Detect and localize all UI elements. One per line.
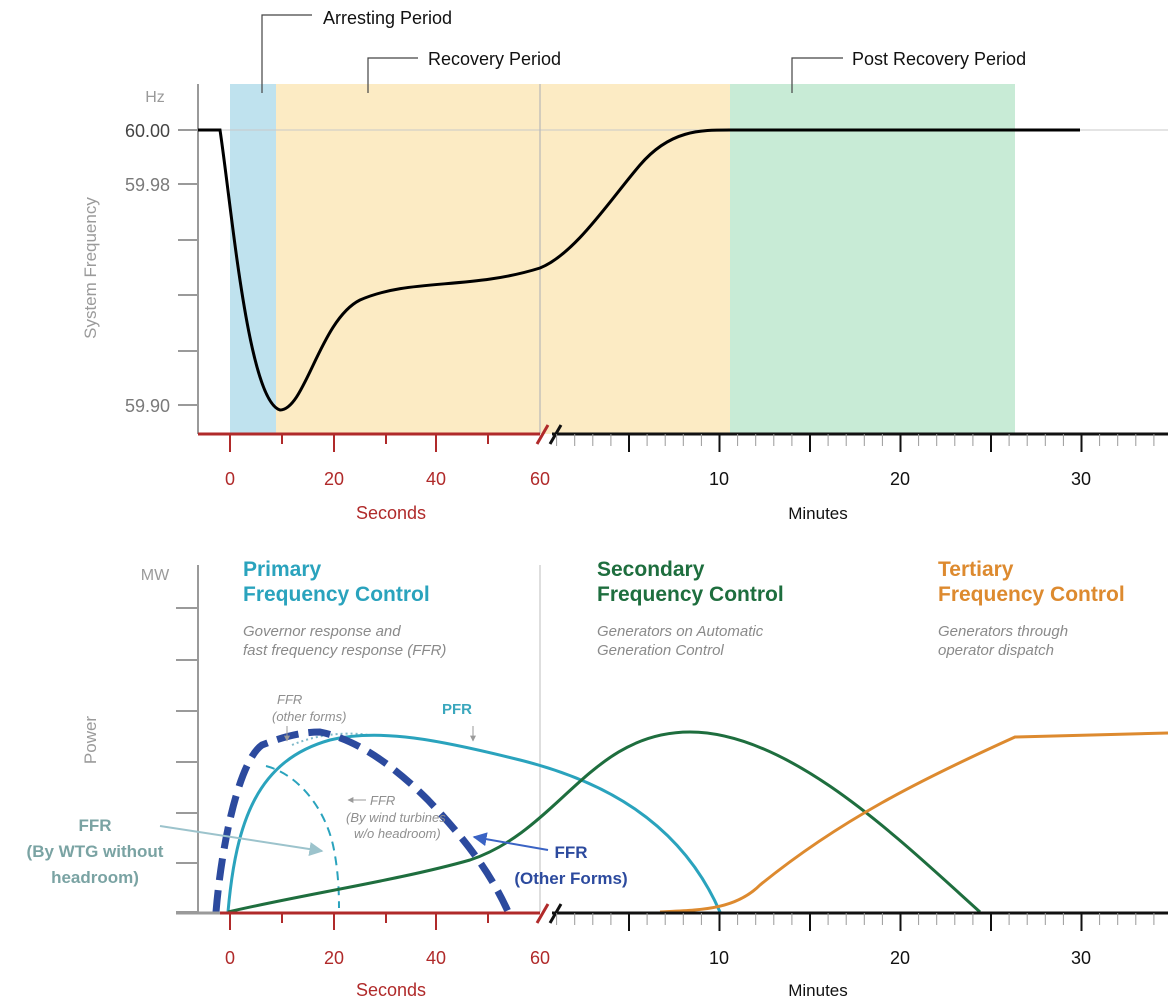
secondary-desc-1: Generators on Automatic [597,623,764,640]
note-ffr-wind-3: w/o headroom) [354,826,441,841]
ann-other-2: (Other Forms) [514,869,627,888]
y-tick-label-59-98: 59.98 [125,175,170,195]
bottom-minute-ticks [556,913,1155,931]
post-recovery-period-band [730,84,1015,434]
bottom-axis-break [535,903,563,924]
top-chart: Hz 60.00 59.98 59.90 System Frequency Ar… [81,8,1168,523]
tertiary-desc-1: Generators through [938,623,1068,640]
ann-wtg-1: FFR [78,816,111,835]
bottom-y-ticks [176,607,198,913]
bottom-x-tick-30min: 30 [1071,948,1091,968]
bottom-x-tick-20min: 20 [890,948,910,968]
arresting-leader [261,14,312,93]
ffr-other-forms-curve [212,728,514,918]
y-tick-label-59-90: 59.90 [125,396,170,416]
tertiary-title-1: Tertiary [938,558,1014,581]
bottom-chart: MW Power Primary Frequency Control Gover… [27,558,1169,1000]
top-x-tick-20: 20 [324,469,344,489]
top-x-tick-0: 0 [225,469,235,489]
secondary-desc-2: Generation Control [597,642,724,659]
post-recovery-period-label: Post Recovery Period [852,49,1026,69]
tertiary-title-2: Frequency Control [938,583,1125,606]
y-tick-label-60-00: 60.00 [125,121,170,141]
top-minutes-label: Minutes [788,504,848,523]
note-ffr-other-2: (other forms) [272,709,346,724]
bottom-x-tick-40: 40 [426,948,446,968]
bottom-y-unit: MW [141,567,170,584]
recovery-period-label: Recovery Period [428,49,561,69]
bottom-seconds-ticks [229,913,489,930]
top-axis-break [535,424,563,445]
note-ffr-wind-1: FFR [370,793,395,808]
bottom-seconds-label: Seconds [356,980,426,1000]
bottom-x-tick-20: 20 [324,948,344,968]
secondary-title-1: Secondary [597,558,705,581]
arresting-period-label: Arresting Period [323,8,452,28]
top-x-tick-30min: 30 [1071,469,1091,489]
primary-desc-1: Governor response and [243,623,401,640]
note-ffr-other-1: FFR [277,692,302,707]
frequency-curve [198,128,1080,412]
ann-other-arrow [472,832,549,851]
top-x-tick-60: 60 [530,469,550,489]
ann-wtg-3: headroom) [51,868,139,887]
top-seconds-ticks [229,434,489,452]
bottom-x-tick-60: 60 [530,948,550,968]
primary-pfr-curve [226,733,722,913]
post-recovery-leader [791,57,843,93]
top-x-tick-20min: 20 [890,469,910,489]
recovery-leader [367,57,418,93]
top-y-axis-label: System Frequency [81,197,100,339]
tertiary-desc-2: operator dispatch [938,642,1054,659]
top-y-unit: Hz [145,89,165,106]
note-ffr-wind-2: (By wind turbines [346,810,446,825]
primary-title-1: Primary [243,558,322,581]
bottom-x-tick-10min: 10 [709,948,729,968]
recovery-period-band [276,84,730,434]
secondary-curve [227,730,982,914]
top-x-tick-10min: 10 [709,469,729,489]
ffr-wind-turbine-curve [265,765,340,909]
secondary-title-2: Frequency Control [597,583,784,606]
bottom-y-axis-label: Power [81,716,100,765]
ann-wtg-2: (By WTG without [27,842,164,861]
top-minute-ticks [556,434,1155,452]
note-pfr: PFR [442,701,472,718]
bottom-minutes-label: Minutes [788,981,848,1000]
tertiary-curve [659,731,1169,914]
ann-other-1: FFR [554,843,587,862]
bottom-x-tick-0: 0 [225,948,235,968]
ann-wtg-arrow [159,825,324,856]
primary-desc-2: fast frequency response (FFR) [243,642,446,659]
top-seconds-label: Seconds [356,503,426,523]
primary-title-2: Frequency Control [243,583,430,606]
top-x-tick-40: 40 [426,469,446,489]
